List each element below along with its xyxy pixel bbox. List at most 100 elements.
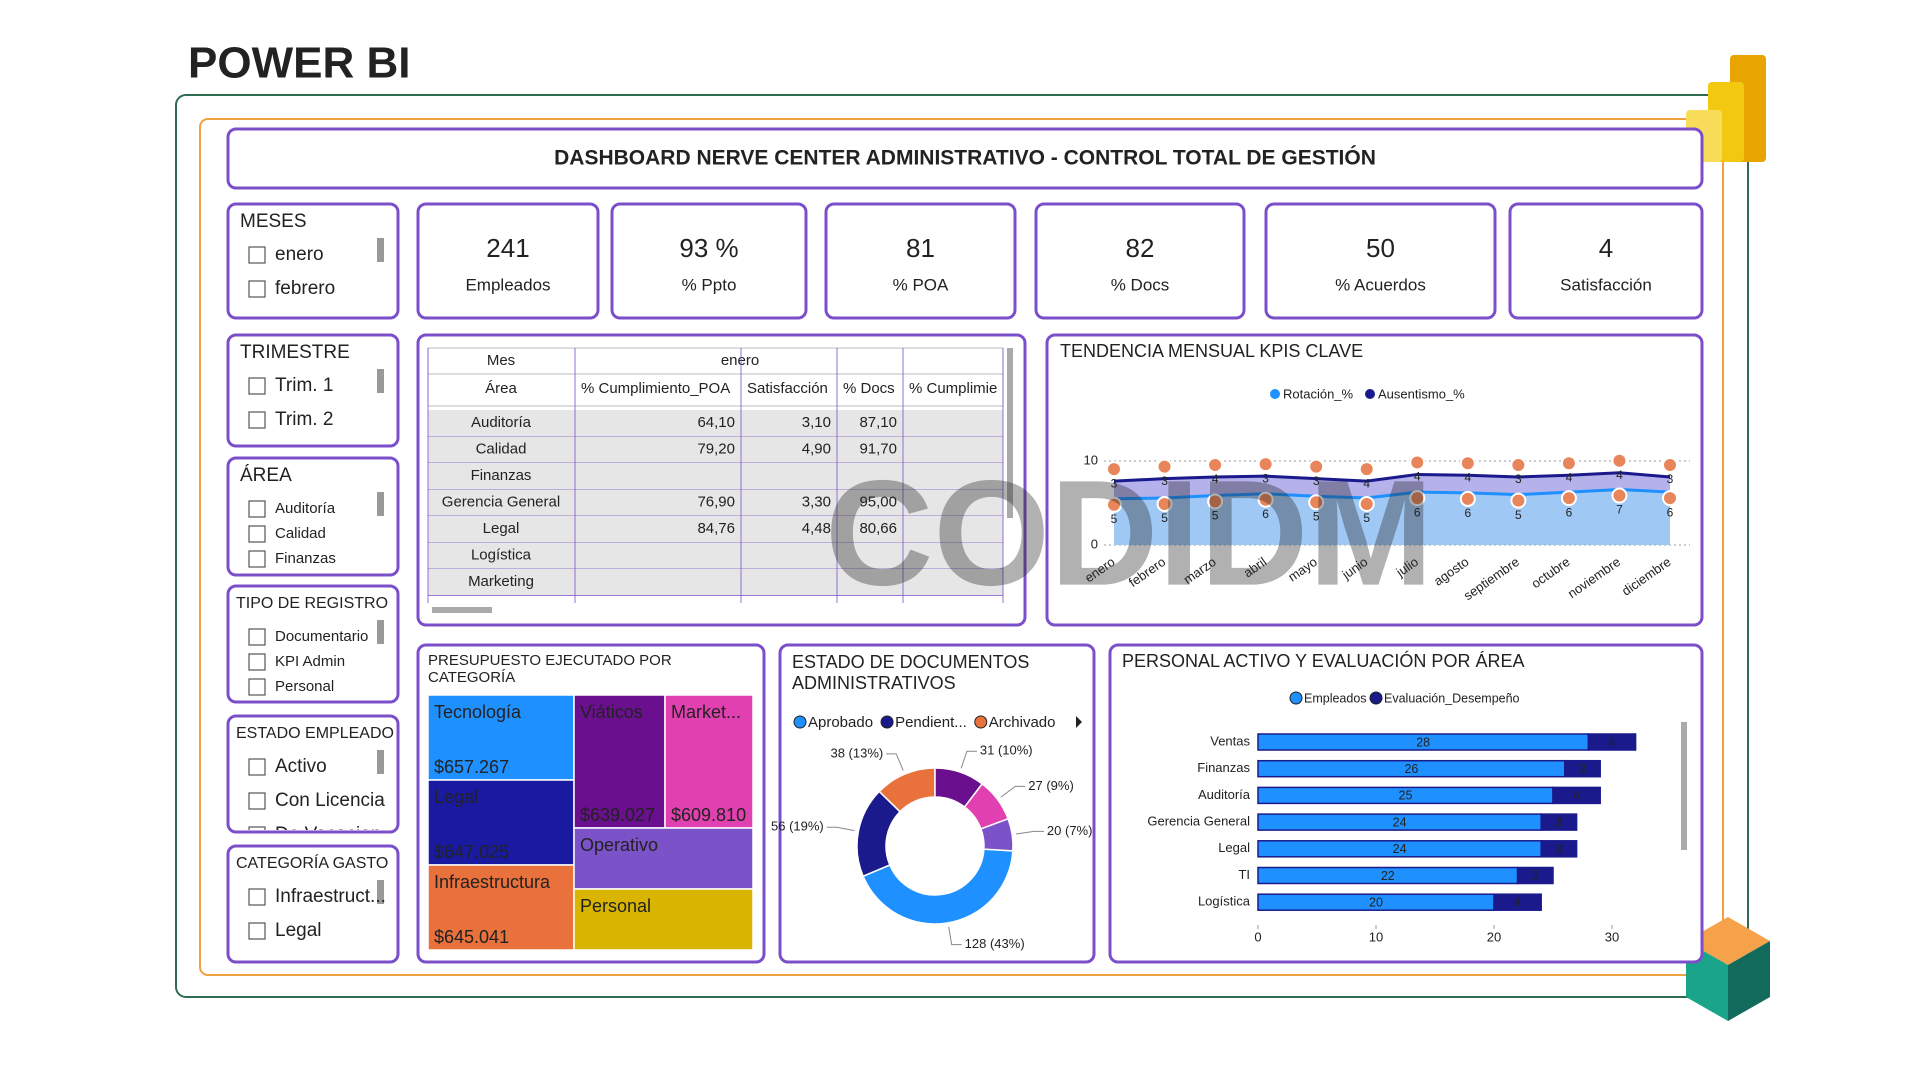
marker xyxy=(1560,490,1577,507)
legend-swatch xyxy=(1365,389,1375,399)
line xyxy=(1113,488,1671,501)
y-tick-label: Gerencia General xyxy=(1147,814,1250,829)
x-tick-label: 30 xyxy=(1605,929,1619,944)
title-panel xyxy=(226,127,1704,190)
legend-swatch xyxy=(974,715,988,729)
scrollbar xyxy=(1681,722,1687,850)
slicer-panel xyxy=(226,714,400,834)
table-cell: 4,48 xyxy=(802,520,831,537)
data-label: 20 (7%) xyxy=(1047,823,1093,838)
y-tick-label: 10 xyxy=(1084,452,1098,467)
kpi-card xyxy=(610,202,808,320)
kpi-card xyxy=(824,202,1017,320)
table-cell: Logística xyxy=(471,547,532,564)
data-label: 3 xyxy=(1532,869,1539,883)
point-label: 3 xyxy=(1667,472,1674,486)
table-cell: Marketing xyxy=(468,573,534,590)
table-cell: Calidad xyxy=(476,441,527,458)
leader-line xyxy=(1016,830,1044,835)
legend-label: Pendient... xyxy=(895,714,967,731)
scrollbar xyxy=(432,607,492,613)
point-label: 4 xyxy=(1414,470,1421,484)
checkbox xyxy=(248,500,266,518)
slicer-item: enero xyxy=(275,244,324,265)
page-title: POWER BI xyxy=(188,39,410,88)
y-tick-label: 0 xyxy=(1091,536,1098,551)
data-label: 128 (43%) xyxy=(965,936,1025,951)
slicer-item: Con Licencia xyxy=(275,790,385,811)
point-label: 5 xyxy=(1161,511,1168,525)
donut-slice xyxy=(979,817,1014,852)
bar xyxy=(1587,733,1637,751)
slicer-item: Auditoría xyxy=(275,500,336,517)
data-label: 3 xyxy=(1555,815,1562,829)
point-label: 5 xyxy=(1212,509,1219,523)
checkbox xyxy=(248,922,266,940)
point-label: 6 xyxy=(1566,505,1573,519)
kpi-value: 82 xyxy=(1126,233,1155,263)
point-label: 6 xyxy=(1667,505,1674,519)
leader-line xyxy=(826,826,855,832)
treemap-tile xyxy=(573,694,666,829)
tile-value: $657.267 xyxy=(434,757,509,777)
checkbox xyxy=(248,628,266,646)
treemap-title-box: PRESUPUESTO EJECUTADO POR CATEGORÍA xyxy=(428,652,672,687)
legend-swatch xyxy=(793,715,807,729)
checkbox xyxy=(248,653,266,671)
table-cell: 64,10 xyxy=(697,414,735,431)
table-column: % Cumplimiento_POA xyxy=(581,380,730,397)
scrollbar xyxy=(1007,348,1013,518)
tile-value: $647.025 xyxy=(434,842,509,862)
table-header: Mes xyxy=(487,352,515,369)
legend-swatch xyxy=(1369,691,1383,705)
marker xyxy=(1409,490,1426,507)
data-label: 3 xyxy=(1555,842,1562,856)
slicer-item: Finanzas xyxy=(275,550,336,567)
marker xyxy=(1257,491,1274,508)
marker xyxy=(1611,487,1628,504)
table-cell: 3,30 xyxy=(802,494,831,511)
point-label: 4 xyxy=(1363,476,1370,490)
slicer: MESES enero febrero xyxy=(240,211,384,299)
legend-arrow xyxy=(1076,716,1082,728)
point-label: 3 xyxy=(1313,474,1320,488)
leader-line xyxy=(886,753,904,771)
data-label: 4 xyxy=(1609,735,1616,749)
tile-name: Tecnología xyxy=(434,702,522,722)
marker xyxy=(1207,456,1224,473)
checkbox xyxy=(248,550,266,568)
cube-logo xyxy=(1728,941,1770,1021)
table-row xyxy=(428,463,1003,490)
tile-value: $609.810 xyxy=(671,805,746,825)
slicer: ESTADO EMPLEADO Activo Con Licencia De Vaca… xyxy=(236,725,394,845)
marker xyxy=(1459,490,1476,507)
legend-swatch xyxy=(880,715,894,729)
table-column: % Cumplimie xyxy=(909,380,997,397)
data-label: 27 (9%) xyxy=(1028,778,1074,793)
chart-title: TENDENCIA MENSUAL KPIS CLAVE xyxy=(1060,341,1363,361)
treemap-title: PRESUPUESTO EJECUTADO POR CATEGORÍA xyxy=(428,652,672,687)
slicer-panel xyxy=(226,584,400,704)
kpi-value: 50 xyxy=(1366,233,1395,263)
slicer-title: TIPO DE REGISTRO xyxy=(236,595,388,612)
point-label: 4 xyxy=(1616,468,1623,482)
slicer: ÁREA Auditoría Calidad Finanzas xyxy=(240,465,384,568)
slicer-panel xyxy=(226,456,400,577)
legend-label: Archivado xyxy=(989,714,1056,731)
point-label: 7 xyxy=(1616,503,1623,517)
marker xyxy=(1662,456,1678,473)
outer-frame xyxy=(175,94,1749,998)
x-tick-label: 20 xyxy=(1487,929,1501,944)
y-tick-label: Finanzas xyxy=(1197,760,1250,775)
slicer-item: febrero xyxy=(275,278,335,299)
table-header: enero xyxy=(721,352,759,369)
kpi-card xyxy=(1034,202,1246,320)
slicer-item: Documentario xyxy=(275,628,368,645)
slicer-title: ÁREA xyxy=(240,465,292,486)
kpi-label: % Docs xyxy=(1111,275,1170,294)
point-label: 4 xyxy=(1566,470,1573,484)
point-label: 5 xyxy=(1313,509,1320,523)
point-label: 3 xyxy=(1262,471,1269,485)
slicer-item: De Vacacion xyxy=(275,824,381,845)
table-cell: 95,00 xyxy=(859,494,897,511)
